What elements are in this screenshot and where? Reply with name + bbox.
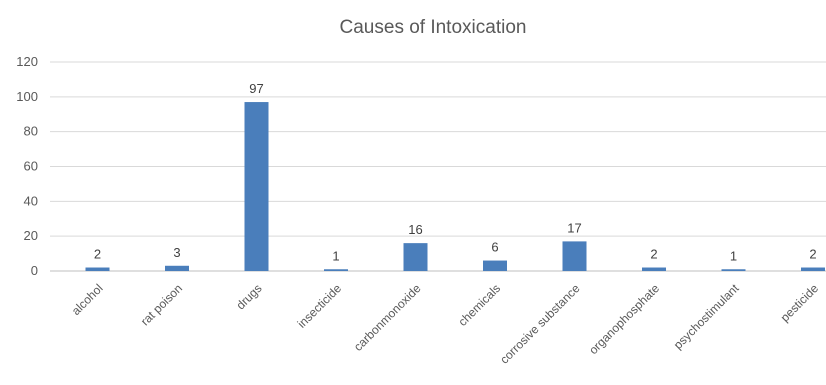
bar [562,241,587,271]
data-label: 1 [332,248,339,263]
y-tick-label: 40 [24,193,38,208]
bar [721,269,746,271]
x-tick-label: drugs [233,281,264,312]
y-tick-label: 20 [24,228,38,243]
y-tick-label: 120 [16,54,38,69]
data-label: 2 [94,247,101,262]
bar [324,269,348,271]
x-tick-label: corrosive substance [497,281,583,367]
x-tick-label: chemicals [455,281,503,329]
data-label: 2 [809,247,816,262]
bar [483,260,507,271]
y-axis-ticks: 0 20 40 60 80 100 120 [16,54,38,278]
x-tick-label: alcohol [69,281,106,318]
bar [642,267,666,271]
data-label: 2 [650,247,657,262]
bars [85,102,825,271]
x-tick-label: rat poison [138,281,185,328]
data-label: 3 [173,245,180,260]
chart-title: Causes of Intoxication [340,17,527,38]
y-tick-label: 80 [24,124,38,139]
data-label: 6 [491,240,498,255]
y-tick-label: 0 [31,263,38,278]
x-tick-label: carbonmonoxide [351,281,424,354]
y-tick-label: 100 [16,89,38,104]
x-tick-label: psychostimulant [671,281,742,352]
data-label: 97 [249,81,263,96]
bar [85,267,110,271]
data-label: 1 [730,248,737,263]
data-label: 16 [408,222,422,237]
x-tick-label: pesticide [778,281,822,325]
x-tick-label: insecticide [295,281,345,331]
bar [801,267,825,271]
x-tick-label: organophosphate [586,281,662,357]
data-label: 17 [567,220,581,235]
x-axis-ticks: alcohol rat poison drugs insecticide carbonm… [69,281,822,367]
bar [165,265,189,271]
data-labels: 2 3 97 1 16 6 17 2 1 2 [94,81,817,263]
y-tick-label: 60 [24,159,38,174]
gridlines [50,61,826,272]
bar [244,102,269,271]
bar [403,243,428,271]
